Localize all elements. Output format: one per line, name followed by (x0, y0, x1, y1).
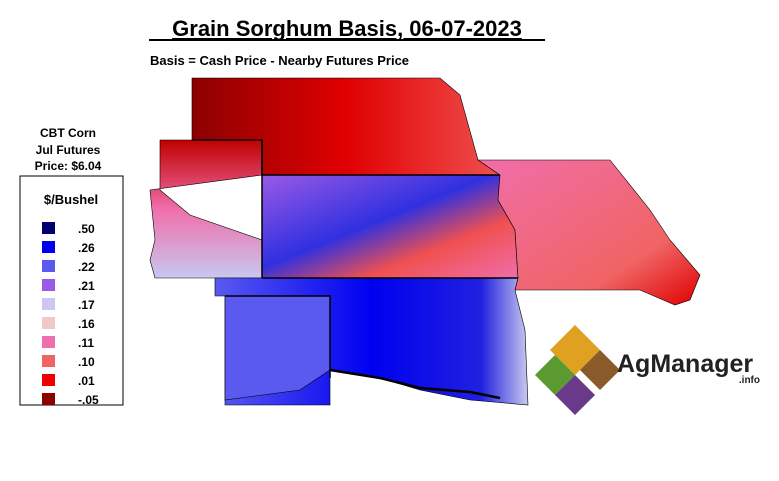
legend-swatch (42, 336, 55, 348)
legend-label: .01 (78, 374, 95, 388)
futures-note: Jul Futures (36, 143, 101, 157)
legend-items: .50 .26 .22 .21 .17 .16 .11 .10 .01 -.05 (42, 222, 99, 407)
colorado (149, 139, 263, 279)
legend-label: .10 (78, 355, 95, 369)
legend-swatch (42, 222, 55, 234)
futures-note: Price: $6.04 (35, 159, 102, 173)
legend-swatch (42, 260, 55, 272)
logo: AgManager .info (535, 325, 760, 415)
legend-label: .16 (78, 317, 95, 331)
map (149, 77, 701, 406)
missouri (477, 159, 701, 306)
kansas (261, 174, 519, 279)
subtitle: Basis = Cash Price - Nearby Futures Pric… (150, 53, 409, 68)
logo-suffix: .info (739, 375, 760, 386)
legend-swatch (42, 393, 55, 405)
legend-swatch (42, 298, 55, 310)
legend-swatch (42, 241, 55, 253)
legend-label: .21 (78, 279, 95, 293)
legend-swatch (42, 374, 55, 386)
legend-label: .22 (78, 260, 95, 274)
legend-label: .50 (78, 222, 95, 236)
legend-label: -.05 (78, 393, 99, 407)
legend-box (19, 175, 124, 406)
legend-title: $/Bushel (44, 192, 98, 207)
legend-label: .11 (78, 336, 94, 350)
legend-swatch (42, 355, 55, 367)
logo-name: AgManager (617, 350, 753, 378)
legend-label: .17 (78, 298, 95, 312)
title: Grain Sorghum Basis, 06-07-2023 (172, 16, 522, 41)
futures-note: CBT Corn (40, 126, 96, 140)
legend-swatch (42, 279, 55, 291)
legend-label: .26 (78, 241, 95, 255)
legend-swatch (42, 317, 55, 329)
